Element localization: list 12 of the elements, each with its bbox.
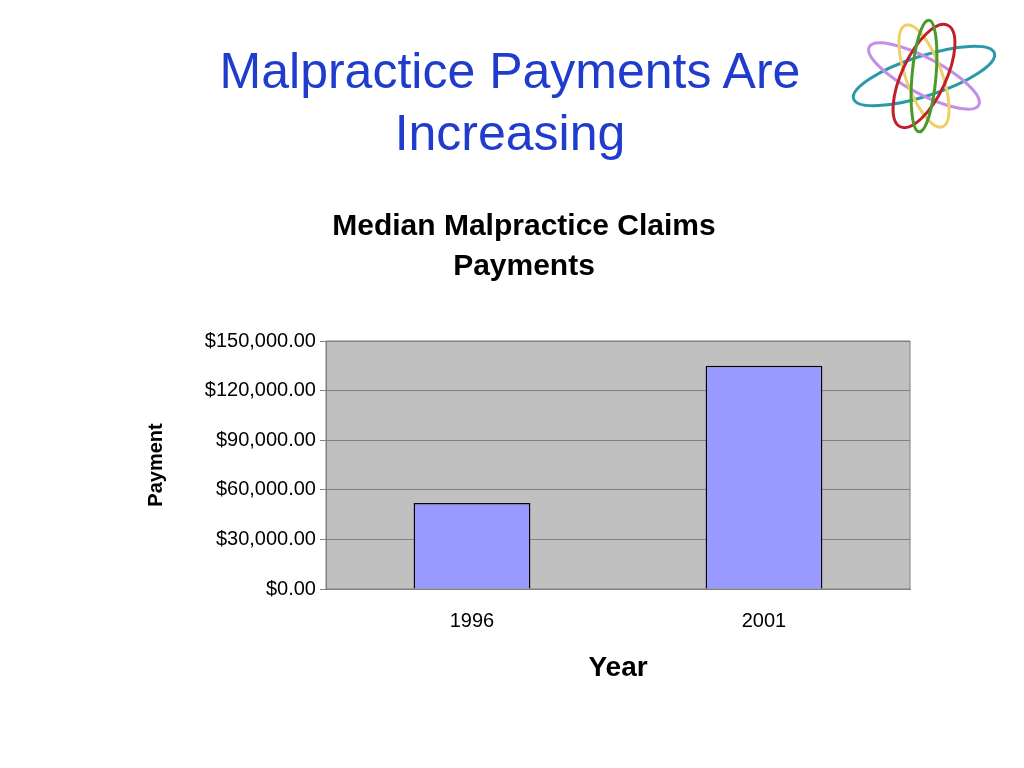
y-tick-label: $60,000.00 [215,477,316,500]
y-tick-label: $30,000.00 [215,526,316,549]
y-tick-label: $150,000.00 [204,328,316,351]
y-axis-title: Payment [143,422,166,507]
x-axis-title: Year [588,650,648,682]
chart-subtitle: Median Malpractice Claims Payments [331,207,717,283]
y-tick-label: $0.00 [265,576,316,599]
y-tick-label: $120,000.00 [204,378,316,401]
x-tick-label: 1996 [449,608,495,631]
x-tick-label: 2001 [741,608,787,631]
y-tick-label: $90,000.00 [215,427,316,450]
chart-title: Malpractice Payments Are Increasing [218,42,802,163]
